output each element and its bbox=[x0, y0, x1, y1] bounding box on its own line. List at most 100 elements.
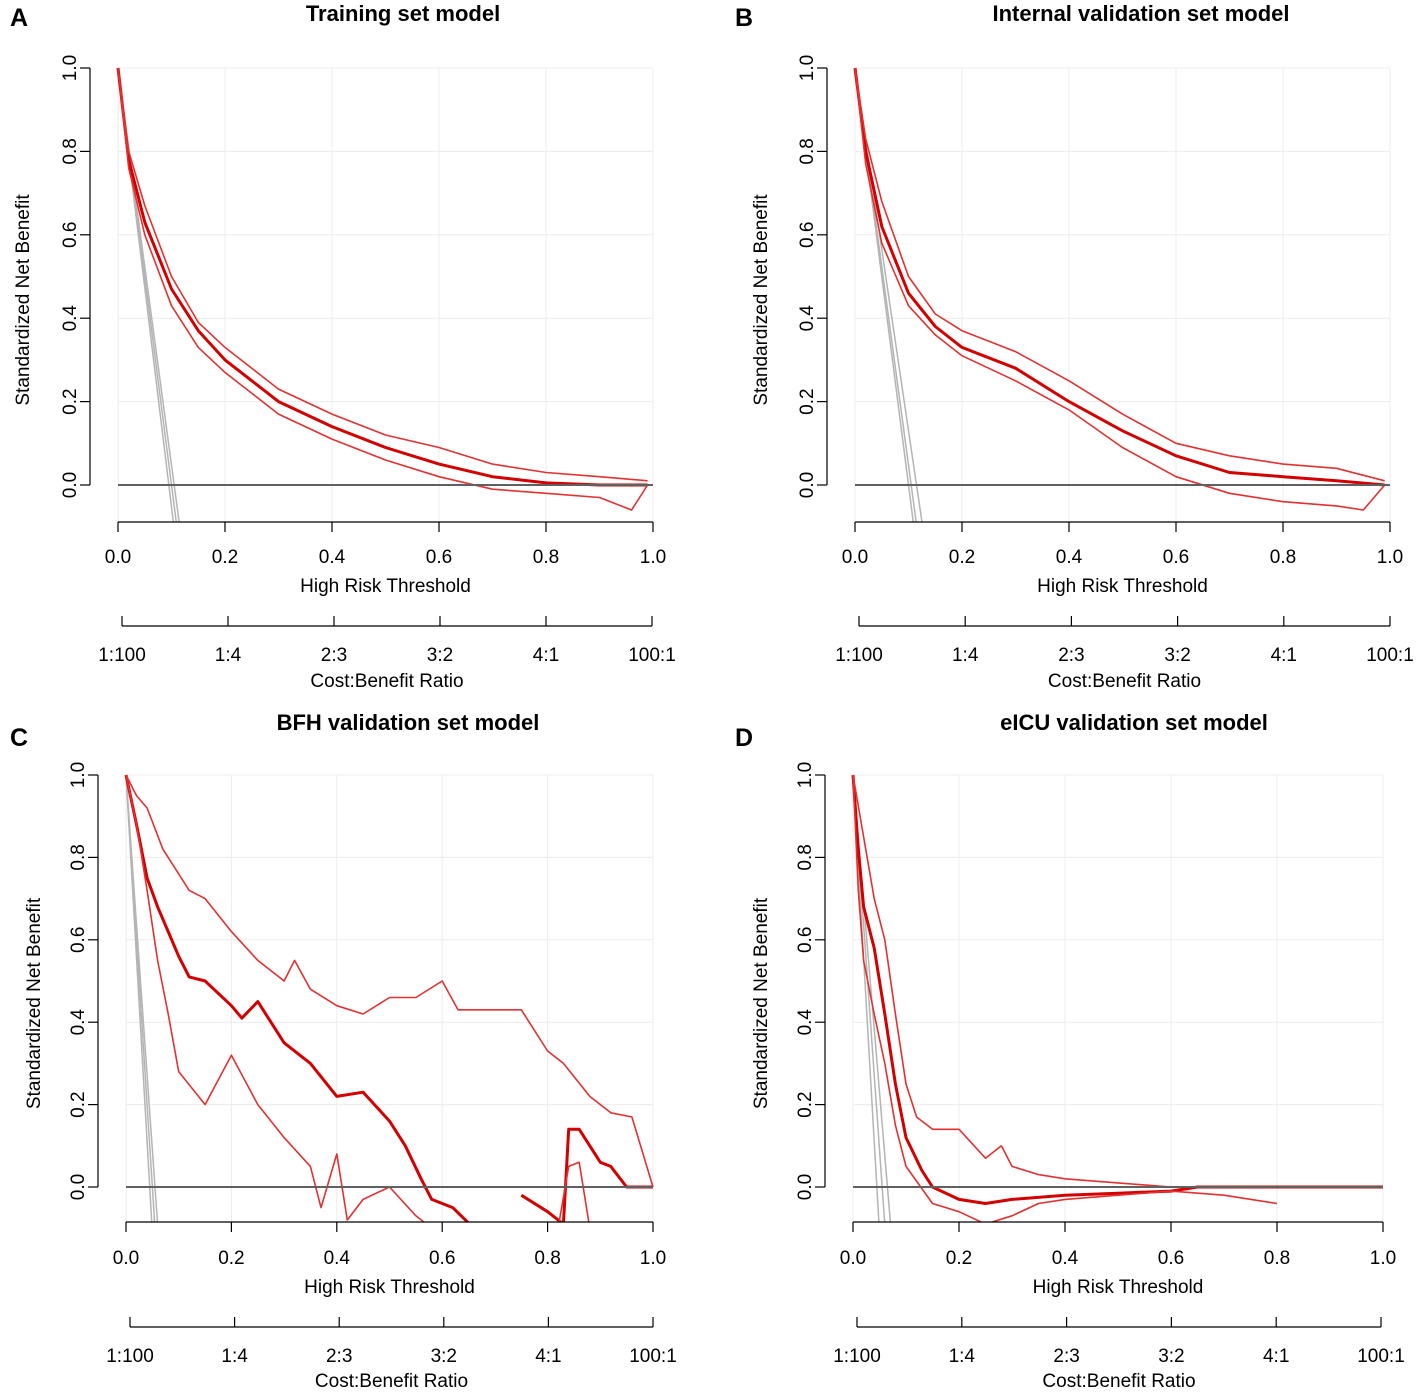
panel-d: 0.0 0.2 0.4 0.6 0.8 1.0 Standardized Net Benef… bbox=[735, 710, 1405, 1392]
y-axis-title: Standardized Net Benefit bbox=[13, 194, 34, 406]
x-tick-label: 0.2 bbox=[946, 1248, 972, 1269]
series-upper-line bbox=[125, 774, 654, 1188]
ratio-axis: 1:100 1:4 2:3 3:2 4:1 100:1 Cost:Benefit Ratio bbox=[106, 1317, 677, 1392]
x-tick-label: 1.0 bbox=[1377, 547, 1403, 568]
x-tick-label: 1.0 bbox=[640, 547, 666, 568]
x-axis-title: High Risk Threshold bbox=[300, 576, 471, 597]
x-tick-label: 0.2 bbox=[212, 547, 238, 568]
y-tick-label: 0.4 bbox=[60, 305, 81, 332]
x-axis: 0.0 0.2 0.4 0.6 0.8 1.0 High Risk Threshold bbox=[842, 521, 1403, 597]
y-tick-label: 0.4 bbox=[797, 305, 818, 332]
y-tick-label: 0.6 bbox=[68, 927, 89, 953]
x-axis-title: High Risk Threshold bbox=[1033, 1277, 1204, 1298]
ratio-tick-label: 1:4 bbox=[952, 645, 979, 666]
ratio-tick-label: 2:3 bbox=[326, 1346, 352, 1367]
series-model-line bbox=[116, 67, 648, 487]
y-tick-label: 0.0 bbox=[68, 1174, 89, 1200]
grid bbox=[852, 774, 1384, 1222]
ratio-axis-title: Cost:Benefit Ratio bbox=[1042, 1371, 1195, 1392]
grid bbox=[117, 67, 654, 522]
series-lower-line bbox=[852, 774, 1278, 1222]
grid bbox=[125, 774, 654, 1222]
y-tick-label: 0.2 bbox=[797, 388, 818, 414]
x-tick-label: 0.4 bbox=[324, 1248, 351, 1269]
panel-title: BFH validation set model bbox=[277, 710, 540, 735]
y-tick-label: 1.0 bbox=[68, 762, 89, 788]
ratio-axis: 1:100 1:4 2:3 3:2 4:1 100:1 Cost:Benefit Ratio bbox=[835, 616, 1414, 692]
ratio-tick-label: 2:3 bbox=[1058, 645, 1084, 666]
ratio-axis: 1:100 1:4 2:3 3:2 4:1 100:1 Cost:Benefit Ratio bbox=[833, 1317, 1405, 1392]
y-tick-label: 0.0 bbox=[60, 472, 81, 498]
plot-area bbox=[124, 774, 654, 1222]
y-axis-title: Standardized Net Benefit bbox=[751, 897, 772, 1109]
x-tick-label: 0.8 bbox=[533, 547, 559, 568]
series-model-line bbox=[853, 67, 1385, 487]
panel-title: Training set model bbox=[306, 1, 500, 26]
panel-b: 0.0 0.2 0.4 0.6 0.8 1.0 Standardized Net Benef… bbox=[735, 1, 1414, 692]
series-lower-line bbox=[854, 67, 1386, 511]
x-tick-label: 0.4 bbox=[1056, 547, 1083, 568]
x-tick-label: 0.8 bbox=[1270, 547, 1296, 568]
y-tick-label: 0.2 bbox=[795, 1091, 816, 1117]
y-tick-label: 0.2 bbox=[60, 388, 81, 414]
series-upper-line bbox=[852, 774, 1383, 1188]
ratio-tick-label: 4:1 bbox=[533, 645, 559, 666]
ratio-tick-label: 100:1 bbox=[1357, 1346, 1405, 1367]
x-tick-label: 0.0 bbox=[105, 547, 131, 568]
ratio-tick-label: 3:2 bbox=[427, 645, 453, 666]
x-axis-title: High Risk Threshold bbox=[304, 1277, 475, 1298]
series-model-line bbox=[851, 774, 1383, 1205]
ratio-tick-label: 100:1 bbox=[629, 1346, 677, 1367]
y-tick-label: 0.4 bbox=[68, 1009, 89, 1036]
ratio-tick-label: 1:100 bbox=[835, 645, 883, 666]
x-tick-label: 0.8 bbox=[1264, 1248, 1290, 1269]
series-lower-line bbox=[117, 67, 649, 511]
ratio-tick-label: 4:1 bbox=[1271, 645, 1297, 666]
ratio-axis: 1:100 1:4 2:3 3:2 4:1 100:1 Cost:Benefit Ratio bbox=[98, 616, 676, 692]
ratio-axis-title: Cost:Benefit Ratio bbox=[310, 671, 463, 692]
ratio-tick-label: 1:100 bbox=[98, 645, 146, 666]
y-tick-label: 0.6 bbox=[60, 222, 81, 248]
x-tick-label: 0.2 bbox=[949, 547, 975, 568]
y-axis-title: Standardized Net Benefit bbox=[24, 897, 45, 1109]
y-tick-label: 0.8 bbox=[68, 844, 89, 870]
x-tick-label: 1.0 bbox=[1370, 1248, 1396, 1269]
x-tick-label: 0.6 bbox=[426, 547, 452, 568]
y-tick-label: 0.6 bbox=[795, 927, 816, 953]
plot-area bbox=[116, 67, 649, 522]
panel-title: eICU validation set model bbox=[1000, 710, 1268, 735]
ratio-tick-label: 3:2 bbox=[1164, 645, 1190, 666]
series-lower-line bbox=[125, 774, 590, 1222]
series-upper-line bbox=[854, 67, 1385, 482]
x-tick-label: 0.4 bbox=[1052, 1248, 1079, 1269]
y-axis: 0.0 0.2 0.4 0.6 0.8 1.0 Standardized Net Benef… bbox=[24, 762, 99, 1200]
panel-letter: D bbox=[735, 724, 753, 752]
x-axis: 0.0 0.2 0.4 0.6 0.8 1.0 High Risk Threshold bbox=[840, 1221, 1396, 1298]
ratio-tick-label: 100:1 bbox=[1366, 645, 1414, 666]
ratio-tick-label: 2:3 bbox=[1053, 1346, 1079, 1367]
x-tick-label: 0.4 bbox=[319, 547, 346, 568]
ratio-tick-label: 1:4 bbox=[949, 1346, 976, 1367]
ratio-tick-label: 1:4 bbox=[215, 645, 242, 666]
plot-area bbox=[853, 67, 1386, 522]
ratio-tick-label: 1:100 bbox=[106, 1346, 154, 1367]
y-tick-label: 0.0 bbox=[795, 1174, 816, 1200]
panel-c: 0.0 0.2 0.4 0.6 0.8 1.0 Standardized Net Benef… bbox=[10, 710, 677, 1392]
plot-area bbox=[851, 774, 1383, 1222]
y-tick-label: 0.8 bbox=[795, 844, 816, 870]
y-axis: 0.0 0.2 0.4 0.6 0.8 1.0 Standardized Net Benef… bbox=[751, 55, 828, 498]
x-axis-title: High Risk Threshold bbox=[1037, 576, 1208, 597]
panel-letter: B bbox=[735, 4, 753, 32]
series-model-line bbox=[124, 774, 653, 1222]
x-tick-label: 0.6 bbox=[429, 1248, 455, 1269]
ratio-tick-label: 4:1 bbox=[1263, 1346, 1289, 1367]
y-tick-label: 0.8 bbox=[60, 138, 81, 164]
y-tick-label: 0.2 bbox=[68, 1091, 89, 1117]
y-tick-label: 0.4 bbox=[795, 1009, 816, 1036]
x-tick-label: 0.0 bbox=[113, 1248, 139, 1269]
x-tick-label: 0.6 bbox=[1163, 547, 1189, 568]
y-tick-label: 0.0 bbox=[797, 472, 818, 498]
x-tick-label: 0.2 bbox=[218, 1248, 244, 1269]
x-tick-label: 0.8 bbox=[534, 1248, 560, 1269]
